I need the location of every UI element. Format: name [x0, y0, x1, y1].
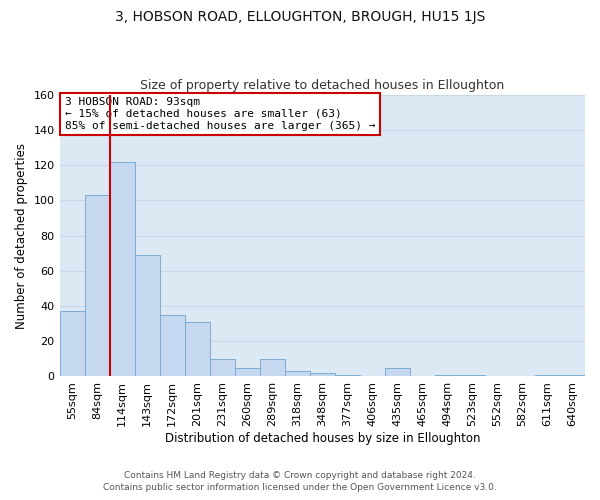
Bar	[535, 374, 560, 376]
Bar	[285, 371, 310, 376]
Bar	[85, 195, 110, 376]
Text: 3 HOBSON ROAD: 93sqm
← 15% of detached houses are smaller (63)
85% of semi-detac: 3 HOBSON ROAD: 93sqm ← 15% of detached h…	[65, 98, 375, 130]
X-axis label: Distribution of detached houses by size in Elloughton: Distribution of detached houses by size …	[164, 432, 480, 445]
Bar	[335, 374, 360, 376]
Y-axis label: Number of detached properties: Number of detached properties	[15, 142, 28, 328]
Bar	[235, 368, 260, 376]
Title: Size of property relative to detached houses in Elloughton: Size of property relative to detached ho…	[140, 79, 505, 92]
Bar	[59, 312, 85, 376]
Bar	[560, 374, 585, 376]
Bar	[110, 162, 134, 376]
Bar	[385, 368, 410, 376]
Bar	[310, 373, 335, 376]
Bar	[260, 359, 285, 376]
Bar	[435, 374, 460, 376]
Bar	[209, 359, 235, 376]
Bar	[185, 322, 209, 376]
Bar	[134, 255, 160, 376]
Text: 3, HOBSON ROAD, ELLOUGHTON, BROUGH, HU15 1JS: 3, HOBSON ROAD, ELLOUGHTON, BROUGH, HU15…	[115, 10, 485, 24]
Text: Contains HM Land Registry data © Crown copyright and database right 2024.
Contai: Contains HM Land Registry data © Crown c…	[103, 471, 497, 492]
Bar	[460, 374, 485, 376]
Bar	[160, 315, 185, 376]
